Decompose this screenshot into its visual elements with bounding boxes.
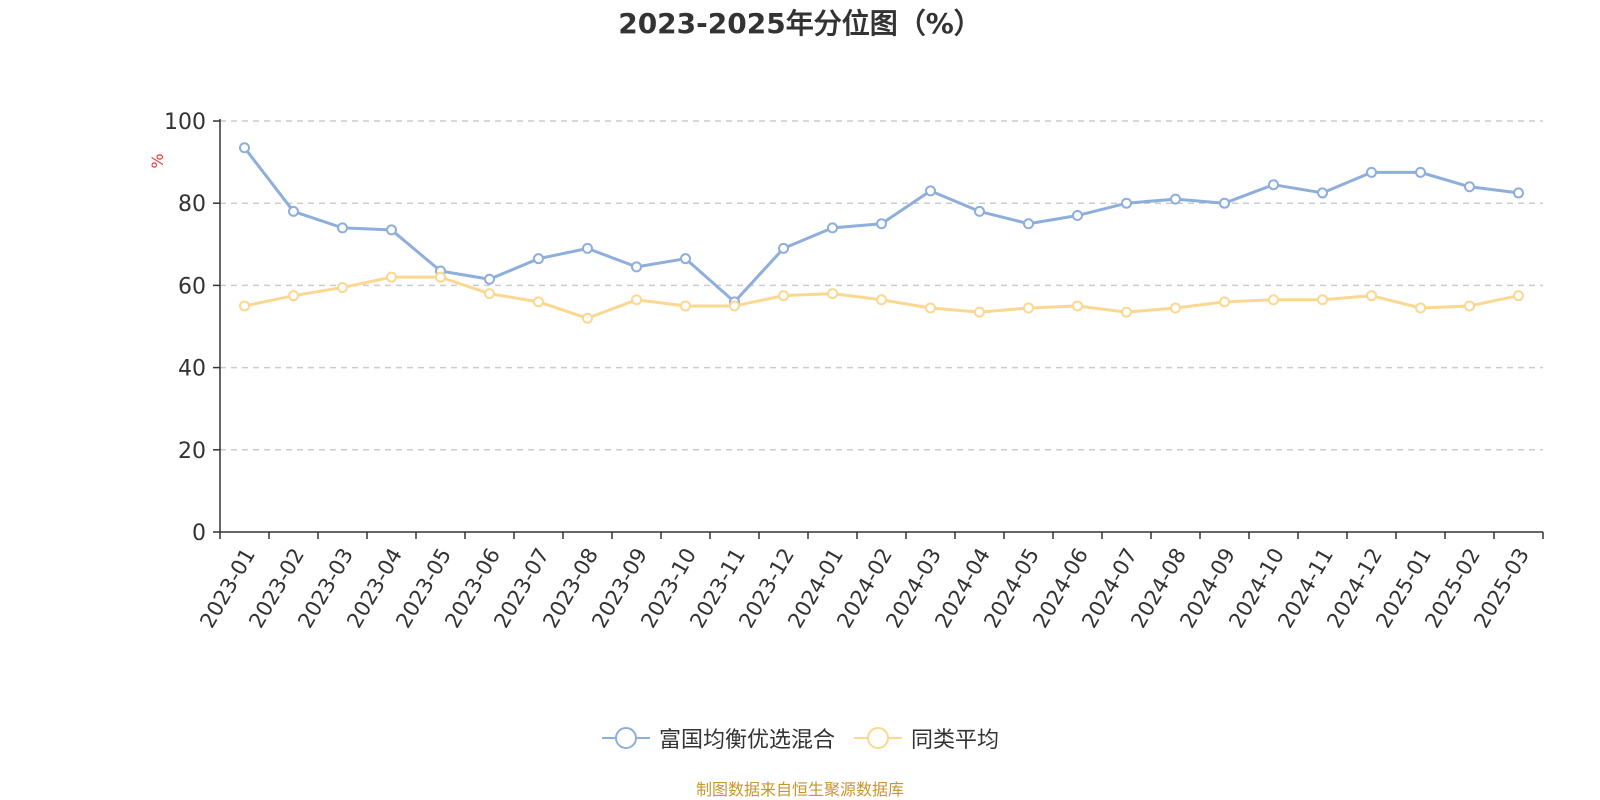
data-point — [288, 290, 299, 302]
data-point — [239, 142, 250, 154]
legend-label-series-2: 同类平均 — [911, 728, 1000, 753]
data-point — [974, 306, 985, 318]
data-point — [778, 290, 789, 302]
data-point — [1219, 296, 1230, 308]
data-point — [827, 222, 838, 234]
data-point — [1366, 166, 1377, 178]
data-point — [1366, 290, 1377, 302]
data-point — [1415, 166, 1426, 178]
data-point — [1121, 306, 1132, 318]
grid-lines — [220, 120, 1543, 451]
data-point — [582, 312, 593, 324]
data-point — [925, 185, 936, 197]
data-point — [1415, 302, 1426, 314]
series-lines — [243, 146, 1520, 320]
data-point — [1072, 300, 1083, 312]
y-tick-label: 100 — [164, 110, 206, 135]
y-tick-label: 60 — [178, 274, 206, 299]
data-point — [1072, 210, 1083, 222]
data-point — [337, 222, 348, 234]
data-point — [631, 294, 642, 306]
data-point — [239, 300, 250, 312]
legend-item-series-2[interactable]: 同类平均 — [853, 722, 999, 754]
legend-label-series-1: 富国均衡优选混合 — [658, 728, 835, 753]
data-point — [582, 242, 593, 254]
data-point — [1268, 294, 1279, 306]
legend-item-series-1[interactable]: 富国均衡优选混合 — [601, 722, 835, 754]
data-points — [239, 142, 1524, 324]
y-tick-label: 20 — [178, 439, 206, 464]
data-point — [435, 271, 446, 283]
y-tick-label: 40 — [178, 357, 206, 382]
data-point — [533, 253, 544, 265]
data-point — [827, 288, 838, 300]
y-axis-unit-label: % — [148, 153, 167, 168]
data-point — [729, 300, 740, 312]
data-point — [1513, 187, 1524, 199]
data-point — [631, 261, 642, 273]
data-point — [1464, 181, 1475, 193]
data-point — [484, 273, 495, 285]
chart-title: 2023-2025年分位图（%） — [618, 7, 982, 40]
y-tick-label: 80 — [178, 192, 206, 217]
data-point — [876, 218, 887, 230]
data-point — [533, 296, 544, 308]
data-point — [778, 242, 789, 254]
legend-swatch-series-2-icon — [854, 727, 902, 749]
data-point — [1023, 302, 1034, 314]
data-point — [288, 205, 299, 217]
data-point — [1317, 187, 1328, 199]
data-point — [484, 288, 495, 300]
data-point — [1317, 294, 1328, 306]
y-tick-label: 0 — [192, 521, 206, 546]
data-point — [1170, 302, 1181, 314]
data-point — [680, 253, 691, 265]
data-point — [1513, 290, 1524, 302]
legend: 富国均衡优选混合 同类平均 — [0, 722, 1600, 754]
data-point — [680, 300, 691, 312]
data-point — [337, 281, 348, 293]
data-point — [1121, 197, 1132, 209]
data-point — [1170, 193, 1181, 205]
legend-swatch-series-1-icon — [601, 727, 650, 749]
data-point — [1268, 179, 1279, 191]
source-note: 制图数据来自恒生聚源数据库 — [695, 780, 904, 799]
data-point — [974, 205, 985, 217]
data-point — [876, 294, 887, 306]
data-point — [1219, 197, 1230, 209]
data-point — [386, 271, 397, 283]
data-point — [386, 224, 397, 236]
data-point — [1023, 218, 1034, 230]
data-point — [925, 302, 936, 314]
data-point — [1464, 300, 1475, 312]
